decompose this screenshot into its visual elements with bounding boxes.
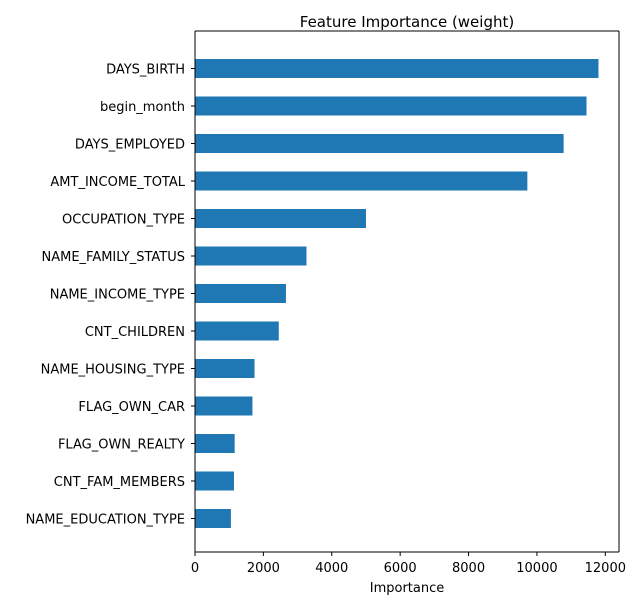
chart-title: Feature Importance (weight) [300,13,514,31]
y-tick-label: CNT_CHILDREN [85,325,185,340]
bars-layer [195,59,599,528]
x-tick-label: 8000 [452,561,485,576]
bar-name-education-type [195,509,231,528]
y-tick-label: NAME_FAMILY_STATUS [41,250,185,265]
bar-name-housing-type [195,359,255,378]
bar-occupation-type [195,209,366,228]
x-tick-label: 6000 [384,561,417,576]
x-tick-label: 0 [191,561,199,576]
y-tick-label: begin_month [100,100,185,115]
x-tick-label: 2000 [247,561,280,576]
y-tick-labels: DAYS_BIRTH begin_month DAYS_EMPLOYED AMT_IN… [26,63,195,528]
y-tick-label: NAME_EDUCATION_TYPE [26,513,185,528]
axes-frame [194,30,620,553]
bar-flag-own-car [195,396,253,416]
bar-begin-month [195,96,587,116]
bar-name-family-status [195,246,307,266]
bar-name-income-type [195,284,286,303]
y-tick-label: FLAG_OWN_CAR [78,400,185,415]
x-axis-label: Importance [370,581,445,596]
y-tick-label: NAME_HOUSING_TYPE [41,363,185,378]
bar-days-birth [195,59,599,78]
bar-flag-own-realty [195,434,235,453]
x-tick-label: 10000 [516,561,557,576]
y-tick-label: DAYS_EMPLOYED [75,138,185,153]
y-tick-label: AMT_INCOME_TOTAL [50,175,185,190]
y-tick-label: DAYS_BIRTH [106,63,185,78]
bar-cnt-fam-members [195,471,234,491]
bar-amt-income-total [195,171,528,191]
bar-cnt-children [195,321,279,341]
y-tick-label: CNT_FAM_MEMBERS [54,475,185,490]
y-tick-label: NAME_INCOME_TYPE [50,288,185,303]
y-tick-label: OCCUPATION_TYPE [62,213,185,228]
x-tick-label: 4000 [315,561,348,576]
y-tick-label: FLAG_OWN_REALTY [58,438,185,453]
bar-days-employed [195,134,564,153]
x-ticks: 0 2000 4000 6000 8000 10000 12000 [191,552,626,576]
x-tick-label: 12000 [585,561,626,576]
